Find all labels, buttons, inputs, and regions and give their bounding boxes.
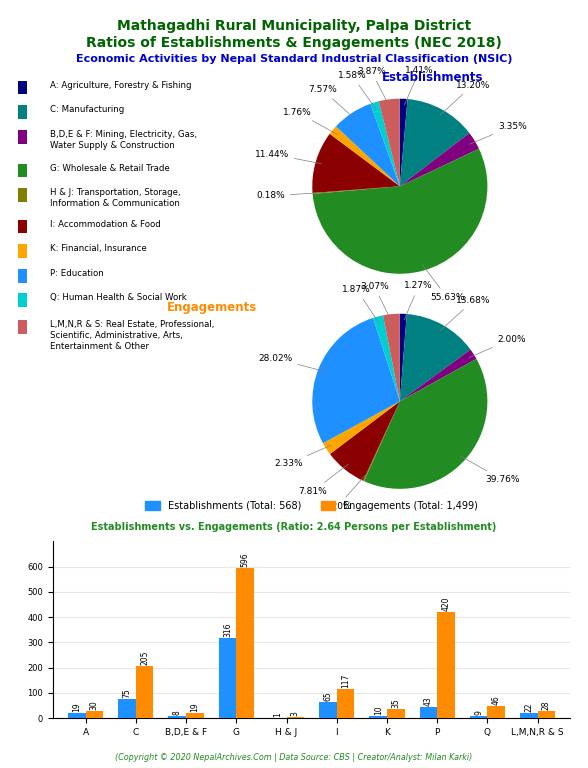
Wedge shape xyxy=(400,314,470,401)
Text: Engagements: Engagements xyxy=(166,301,257,314)
Text: L,M,N,R & S: Real Estate, Professional,
Scientific, Administrative, Arts,
Entert: L,M,N,R & S: Real Estate, Professional, … xyxy=(50,320,215,352)
Text: 1.41%: 1.41% xyxy=(405,66,433,105)
Text: 55.63%: 55.63% xyxy=(422,264,465,303)
Wedge shape xyxy=(330,401,400,481)
Text: 117: 117 xyxy=(341,674,350,687)
Bar xyxy=(337,689,355,718)
Bar xyxy=(169,716,186,718)
Bar xyxy=(186,713,203,718)
Text: 1.27%: 1.27% xyxy=(404,281,433,320)
Wedge shape xyxy=(313,149,487,273)
Wedge shape xyxy=(364,359,487,488)
Text: 3.07%: 3.07% xyxy=(360,282,391,320)
Bar xyxy=(369,716,387,718)
Text: 35: 35 xyxy=(391,698,400,708)
Bar xyxy=(470,716,487,718)
Text: Mathagadhi Rural Municipality, Palpa District: Mathagadhi Rural Municipality, Palpa Dis… xyxy=(117,19,471,33)
Wedge shape xyxy=(400,349,476,401)
Bar xyxy=(520,713,537,718)
Text: Q: Human Health & Social Work: Q: Human Health & Social Work xyxy=(50,293,187,303)
Text: 9: 9 xyxy=(474,710,483,715)
Text: Establishments: Establishments xyxy=(382,71,483,84)
Text: 1.58%: 1.58% xyxy=(338,71,376,108)
Wedge shape xyxy=(323,401,400,454)
Text: 205: 205 xyxy=(140,650,149,665)
Text: 1: 1 xyxy=(273,712,282,717)
Bar xyxy=(537,711,555,718)
Wedge shape xyxy=(363,401,400,482)
Wedge shape xyxy=(313,187,400,194)
Bar xyxy=(86,710,103,718)
Wedge shape xyxy=(400,133,479,187)
Bar xyxy=(319,702,337,718)
Text: (Copyright © 2020 NepalArchives.Com | Data Source: CBS | Creator/Analyst: Milan : (Copyright © 2020 NepalArchives.Com | Da… xyxy=(115,753,473,762)
Text: 75: 75 xyxy=(122,688,132,698)
Wedge shape xyxy=(330,127,400,187)
Text: 13.20%: 13.20% xyxy=(440,81,490,115)
Bar xyxy=(219,638,236,718)
Wedge shape xyxy=(312,318,400,443)
Wedge shape xyxy=(312,134,400,193)
Text: Establishments vs. Engagements (Ratio: 2.64 Persons per Establishment): Establishments vs. Engagements (Ratio: 2… xyxy=(91,522,497,532)
Text: G: Wholesale & Retail Trade: G: Wholesale & Retail Trade xyxy=(50,164,170,173)
Text: 2.00%: 2.00% xyxy=(469,335,526,358)
Bar xyxy=(487,707,505,718)
Text: P: Education: P: Education xyxy=(50,269,103,278)
Wedge shape xyxy=(400,314,407,401)
Text: 316: 316 xyxy=(223,623,232,637)
Text: Economic Activities by Nepal Standard Industrial Classification (NSIC): Economic Activities by Nepal Standard In… xyxy=(76,54,512,64)
Wedge shape xyxy=(336,104,400,187)
Text: 10: 10 xyxy=(374,705,383,714)
Wedge shape xyxy=(383,314,400,401)
Text: 7.57%: 7.57% xyxy=(308,85,355,118)
Wedge shape xyxy=(400,99,407,187)
Text: 3: 3 xyxy=(291,711,300,717)
Text: 0.20%: 0.20% xyxy=(323,475,365,511)
Bar xyxy=(437,612,455,718)
Text: 28.02%: 28.02% xyxy=(258,354,324,371)
Text: C: Manufacturing: C: Manufacturing xyxy=(50,105,124,114)
Text: 30: 30 xyxy=(90,700,99,710)
Text: 0.18%: 0.18% xyxy=(256,191,319,200)
Text: K: Financial, Insurance: K: Financial, Insurance xyxy=(50,244,147,253)
Text: H & J: Transportation, Storage,
Information & Communication: H & J: Transportation, Storage, Informat… xyxy=(50,188,181,208)
Text: 1.76%: 1.76% xyxy=(282,108,337,134)
Text: 1.87%: 1.87% xyxy=(342,285,379,323)
Text: 2.33%: 2.33% xyxy=(274,445,331,468)
Wedge shape xyxy=(370,101,400,187)
Bar xyxy=(68,713,86,718)
Text: 43: 43 xyxy=(424,697,433,707)
Text: 596: 596 xyxy=(240,552,249,567)
Text: 3.35%: 3.35% xyxy=(470,121,527,144)
Bar xyxy=(236,568,254,718)
Bar xyxy=(387,710,405,718)
Text: 22: 22 xyxy=(524,702,533,711)
Bar xyxy=(136,667,153,718)
Wedge shape xyxy=(373,316,400,401)
Legend: Establishments (Total: 568), Engagements (Total: 1,499): Establishments (Total: 568), Engagements… xyxy=(142,497,482,515)
Text: 19: 19 xyxy=(191,703,199,712)
Text: 8: 8 xyxy=(173,710,182,715)
Wedge shape xyxy=(400,99,469,187)
Text: 19: 19 xyxy=(72,703,81,712)
Text: 7.81%: 7.81% xyxy=(299,465,348,495)
Text: 3.87%: 3.87% xyxy=(357,67,389,105)
Text: A: Agriculture, Forestry & Fishing: A: Agriculture, Forestry & Fishing xyxy=(50,81,192,90)
Text: Ratios of Establishments & Engagements (NEC 2018): Ratios of Establishments & Engagements (… xyxy=(86,36,502,50)
Text: 11.44%: 11.44% xyxy=(255,150,322,164)
Text: 28: 28 xyxy=(542,700,551,710)
Bar xyxy=(118,699,136,718)
Text: 46: 46 xyxy=(492,696,501,706)
Wedge shape xyxy=(379,99,400,187)
Text: I: Accommodation & Food: I: Accommodation & Food xyxy=(50,220,161,229)
Text: 13.68%: 13.68% xyxy=(440,296,491,330)
Text: 65: 65 xyxy=(323,691,332,700)
Bar xyxy=(420,707,437,718)
Text: 420: 420 xyxy=(442,597,450,611)
Text: 39.76%: 39.76% xyxy=(460,456,519,484)
Text: B,D,E & F: Mining, Electricity, Gas,
Water Supply & Construction: B,D,E & F: Mining, Electricity, Gas, Wat… xyxy=(50,130,197,150)
